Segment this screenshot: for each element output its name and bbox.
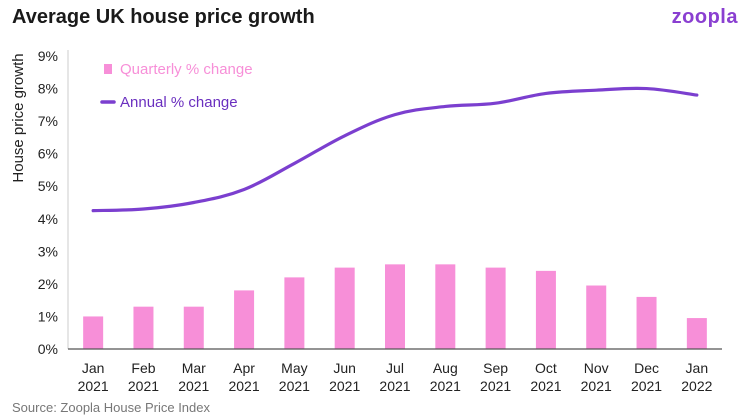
x-tick-month: Jun	[333, 360, 356, 376]
bar-quarterly-12	[686, 318, 707, 349]
legend-label-quarterly: Quarterly % change	[120, 61, 253, 78]
zoopla-logo: zoopla	[671, 6, 738, 28]
x-tick-year: 2021	[530, 378, 561, 394]
x-tick-year: 2021	[379, 378, 410, 394]
x-tick-year: 2021	[178, 378, 209, 394]
y-tick-label: 2%	[38, 276, 58, 292]
x-tick-month: Sep	[483, 360, 508, 376]
x-tick-year: 2021	[631, 378, 662, 394]
bar-quarterly-7	[435, 264, 456, 349]
x-tick-month: Jul	[386, 360, 404, 376]
bar-quarterly-3	[234, 290, 255, 349]
x-tick-month: Oct	[535, 360, 557, 376]
source-note: Source: Zoopla House Price Index	[12, 400, 210, 415]
x-tick-year: 2021	[430, 378, 461, 394]
y-tick-label: 4%	[38, 211, 58, 227]
bar-quarterly-6	[385, 264, 405, 349]
x-tick-year: 2021	[78, 378, 109, 394]
bar-quarterly-2	[183, 306, 204, 349]
legend-label-annual: Annual % change	[120, 94, 238, 111]
x-tick-year: 2021	[279, 378, 310, 394]
x-tick-year: 2021	[128, 378, 159, 394]
bar-quarterly-10	[586, 285, 607, 349]
chart-title: Average UK house price growth	[12, 6, 315, 28]
x-tick-month: Nov	[584, 360, 609, 376]
x-tick-year: 2022	[681, 378, 712, 394]
bar-quarterly-9	[535, 270, 556, 349]
bar-quarterly-8	[485, 267, 506, 349]
x-tick-month: Jan	[686, 360, 709, 376]
y-tick-label: 1%	[38, 308, 58, 324]
bar-quarterly-0	[83, 316, 104, 349]
legend-swatch-quarterly	[104, 64, 112, 74]
bar-quarterly-5	[334, 267, 355, 349]
y-tick-label: 5%	[38, 178, 58, 194]
y-tick-label: 8%	[38, 81, 58, 97]
x-tick-month: May	[281, 360, 307, 376]
x-tick-month: Apr	[233, 360, 255, 376]
x-tick-month: Mar	[182, 360, 206, 376]
x-tick-month: Dec	[634, 360, 659, 376]
bar-quarterly-4	[284, 277, 305, 349]
x-tick-month: Feb	[131, 360, 155, 376]
x-tick-month: Jan	[82, 360, 105, 376]
x-tick-year: 2021	[329, 378, 360, 394]
y-axis-label: House price growth	[10, 53, 27, 182]
x-tick-year: 2021	[228, 378, 259, 394]
x-tick-month: Aug	[433, 360, 458, 376]
y-tick-label: 9%	[38, 48, 58, 64]
x-tick-year: 2021	[480, 378, 511, 394]
y-tick-label: 3%	[38, 243, 58, 259]
x-tick-year: 2021	[581, 378, 612, 394]
bar-quarterly-1	[133, 306, 154, 349]
bar-quarterly-11	[636, 296, 657, 349]
y-tick-label: 6%	[38, 146, 58, 162]
y-tick-label: 0%	[38, 341, 58, 357]
y-tick-label: 7%	[38, 113, 58, 129]
